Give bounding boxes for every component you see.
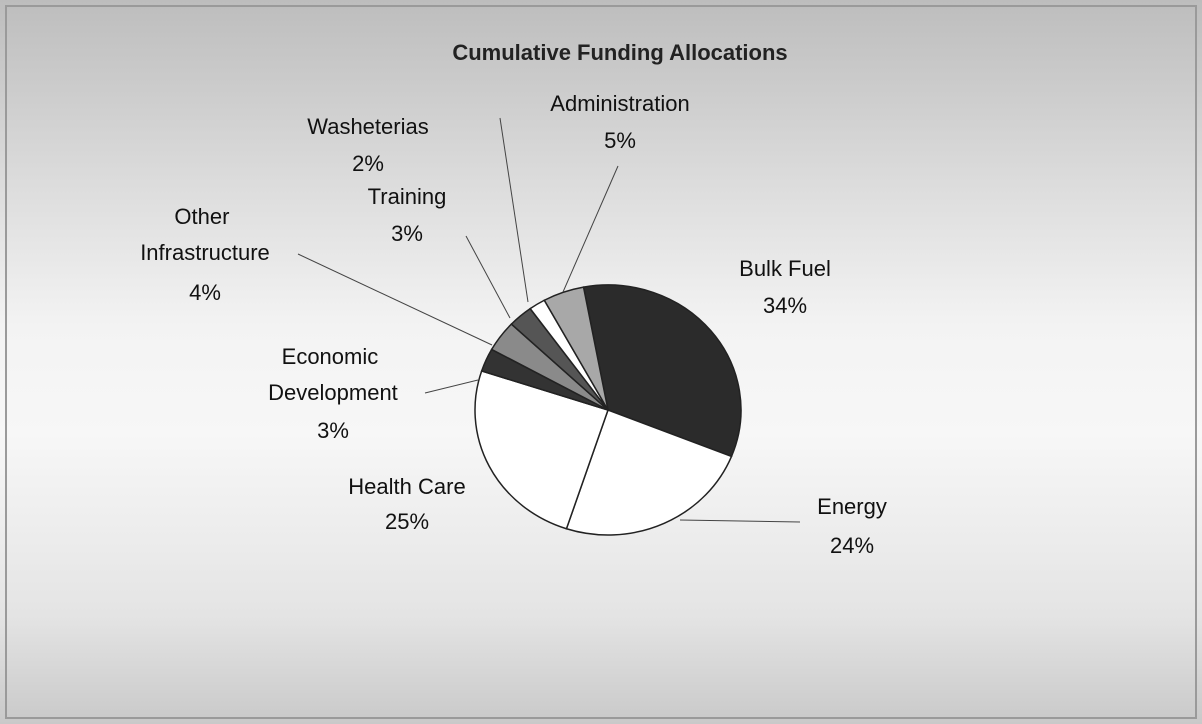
- value-label: 4%: [189, 280, 221, 305]
- value-label: 25%: [385, 509, 429, 534]
- leader-line: [499, 117, 529, 303]
- slice-label: Bulk Fuel: [739, 256, 831, 281]
- slice-label: Washeterias: [307, 114, 428, 139]
- slice-label: Training: [368, 184, 447, 209]
- value-label: 3%: [391, 221, 423, 246]
- pie-slice: [543, 286, 609, 411]
- value-label: 34%: [763, 293, 807, 318]
- slice-label: Economic Development: [268, 344, 398, 405]
- pie-slice: [582, 284, 742, 458]
- slice-label: Health Care: [348, 474, 465, 499]
- slice-label: Administration: [550, 91, 689, 116]
- leader-line: [465, 235, 511, 319]
- leader-line: [679, 519, 801, 523]
- pie-slice: [565, 409, 733, 536]
- frame: [5, 5, 1197, 719]
- chart-title: Cumulative Funding Allocations: [452, 40, 787, 65]
- slice-label: Other Infrastructure: [140, 204, 270, 265]
- value-label: 2%: [352, 151, 384, 176]
- slice-label: Energy: [817, 494, 887, 519]
- pie-slice: [474, 370, 609, 530]
- leader-line: [562, 165, 619, 293]
- leader-line: [297, 253, 493, 346]
- value-label: 24%: [830, 533, 874, 558]
- value-label: 5%: [604, 128, 636, 153]
- value-label: 3%: [317, 418, 349, 443]
- leader-line: [424, 379, 479, 394]
